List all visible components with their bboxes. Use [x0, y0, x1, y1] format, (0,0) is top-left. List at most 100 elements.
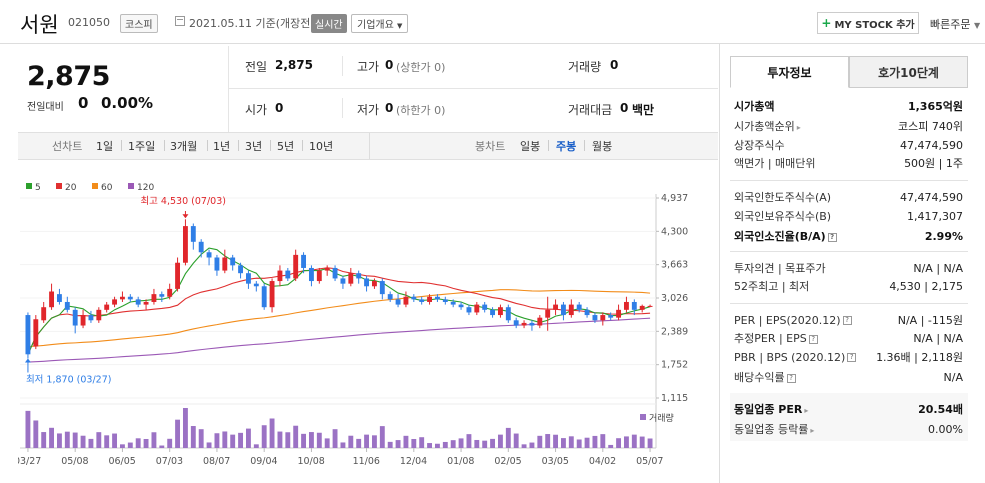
- est-per-label: 추정PER | EPS: [734, 332, 807, 345]
- candle-daily[interactable]: 일봉: [520, 140, 541, 153]
- caret-right-icon[interactable]: ▸: [810, 426, 815, 435]
- stock-header: [0, 0, 985, 44]
- calendar-icon: [175, 16, 185, 26]
- divider: [228, 88, 718, 89]
- help-icon[interactable]: ?: [827, 232, 837, 242]
- per-row: PER | EPS(2020.12)? N/A | -115원: [734, 311, 963, 329]
- volume-bar: [112, 433, 118, 448]
- volume-bar: [623, 436, 629, 448]
- y-tick-label: 3,663: [661, 260, 688, 271]
- company-overview-button[interactable]: 기업개요 ▼: [351, 14, 409, 33]
- candle: [112, 299, 118, 305]
- y-tick-label: 4,300: [661, 226, 688, 237]
- x-tick-label: 12/04: [400, 456, 427, 466]
- foreign-ratio-label: 외국인소진율(B/A): [734, 230, 826, 243]
- change-label: 전일대비: [27, 102, 64, 113]
- period-5y[interactable]: 5년: [277, 140, 295, 153]
- volume-bar: [553, 434, 559, 448]
- candle-chart-label: 봉차트: [475, 140, 506, 153]
- volume-bar: [568, 436, 574, 448]
- high-arrow: [182, 214, 189, 219]
- volume-bar: [104, 435, 110, 448]
- turnover-value: 0: [620, 101, 629, 115]
- y-axis: 4,937 4,300 3,663 3,026 2,389 1,752 1,115: [656, 193, 688, 404]
- period-1d[interactable]: 1일: [96, 140, 114, 153]
- help-icon[interactable]: ?: [808, 334, 818, 344]
- caret-right-icon[interactable]: ▸: [796, 123, 801, 132]
- legend-label-20: 20: [65, 183, 77, 193]
- volume-bar: [277, 431, 283, 448]
- tab-orderbook[interactable]: 호가10단계: [849, 56, 968, 88]
- help-icon[interactable]: ?: [786, 373, 796, 383]
- period-3y[interactable]: 3년: [245, 140, 263, 153]
- period-3m[interactable]: 3개월: [170, 140, 198, 153]
- sector-per-row: 동일업종 PER ▸ 20.54배: [734, 400, 963, 418]
- separator: [207, 140, 208, 151]
- pbr-row: PBR | BPS (2020.12)? 1.36배 | 2,118원: [734, 348, 963, 366]
- volume-bar: [340, 442, 346, 448]
- candle: [623, 301, 629, 310]
- divider: [730, 251, 968, 252]
- candle: [230, 257, 236, 266]
- current-price: 2,875: [27, 61, 110, 92]
- price-chart[interactable]: 5 20 60 120 거래량 4,937 4,300 3,663 3,026 2,389 1,…: [18, 176, 718, 466]
- legend-label-60: 60: [101, 183, 113, 193]
- volume-bar: [482, 440, 488, 448]
- volume-bar: [434, 443, 440, 448]
- candle: [206, 252, 212, 258]
- candle: [403, 296, 409, 305]
- candle: [576, 304, 582, 310]
- volume-bar: [56, 433, 62, 448]
- help-icon[interactable]: ?: [842, 316, 852, 325]
- tab-investment-info[interactable]: 투자정보: [730, 56, 849, 88]
- legend-swatch-5: [26, 183, 32, 189]
- x-tick-label: 05/07: [636, 456, 663, 466]
- par-value: 500원 | 1주: [904, 157, 963, 170]
- x-tick-label: 05/08: [61, 456, 88, 466]
- mystock-label: MY STOCK 추가: [834, 19, 915, 31]
- line-chart-label: 선차트: [52, 140, 83, 153]
- mystock-add-button[interactable]: + MY STOCK 추가: [817, 12, 919, 34]
- shares-row: 상장주식수 47,474,590: [734, 136, 963, 154]
- candle: [308, 267, 314, 282]
- candle: [568, 304, 574, 316]
- volume-bar: [450, 440, 456, 448]
- volume-bar: [600, 434, 606, 448]
- candle: [474, 304, 480, 313]
- foreign-ratio-row: 외국인소진율(B/A)? 2.99%: [734, 227, 963, 245]
- candle: [293, 254, 299, 279]
- separator: [548, 140, 549, 151]
- quick-order-button[interactable]: 빠른주문 ▼: [930, 16, 980, 32]
- volume-bar: [127, 442, 133, 448]
- upper-limit: (상한가 0): [396, 61, 446, 74]
- candle: [143, 301, 149, 305]
- pbr-label: PBR | BPS (2020.12): [734, 350, 846, 364]
- candle: [277, 270, 283, 282]
- help-icon[interactable]: ?: [847, 353, 857, 362]
- period-1w[interactable]: 1주일: [128, 140, 156, 153]
- separator: [270, 140, 271, 151]
- candle-weekly[interactable]: 주봉: [556, 140, 577, 153]
- candle: [458, 304, 464, 308]
- volume-bar: [301, 433, 307, 448]
- volume-bar: [206, 442, 212, 448]
- dividend-row: 배당수익률? N/A: [734, 368, 963, 386]
- opinion-value: N/A | N/A: [913, 261, 963, 275]
- period-10y[interactable]: 10년: [309, 140, 334, 153]
- candle: [434, 296, 440, 300]
- candle: [639, 305, 645, 310]
- market-cap-label: 시가총액: [734, 100, 775, 113]
- x-tick-label: 01/08: [447, 456, 474, 466]
- dividend-label: 배당수익률: [734, 371, 785, 384]
- candle-monthly[interactable]: 월봉: [592, 140, 613, 153]
- period-1y[interactable]: 1년: [213, 140, 231, 153]
- caret-right-icon[interactable]: ▸: [804, 406, 809, 415]
- candle: [631, 301, 637, 310]
- candle: [269, 281, 275, 308]
- candle: [466, 307, 472, 313]
- volume-bar: [182, 408, 188, 448]
- candle: [553, 304, 559, 310]
- volume-bar: [529, 442, 535, 448]
- ma-line-60: [27, 289, 651, 348]
- volume-bar: [214, 433, 220, 448]
